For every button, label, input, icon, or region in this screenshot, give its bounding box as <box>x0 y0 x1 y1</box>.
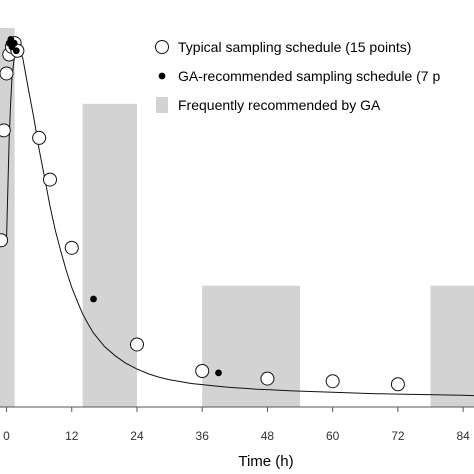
shaded-region-2 <box>82 103 137 408</box>
x-tick-label-36: 36 <box>196 429 210 443</box>
typical-point-8 <box>32 130 47 145</box>
typical-point-13 <box>260 371 275 386</box>
ga-point-7 <box>215 369 222 377</box>
typical-point-11 <box>129 337 144 352</box>
typical-point-1 <box>0 233 9 248</box>
ga-sampling-points <box>5 35 222 377</box>
x-axis-title: Time (h) <box>238 453 293 470</box>
typical-point-15 <box>390 377 405 392</box>
typical-point-2 <box>0 123 11 138</box>
ga-point-6 <box>90 295 97 303</box>
legend-label-2: GA-recommended sampling schedule (7 p <box>178 68 440 84</box>
concentration-curve <box>6 43 474 397</box>
x-tick-label-84: 84 <box>456 429 470 443</box>
legend: Typical sampling schedule (15 points) GA-… <box>155 39 440 113</box>
x-tick-label-48: 48 <box>261 429 275 443</box>
ga-point-4 <box>10 39 18 47</box>
typical-point-14 <box>325 374 340 389</box>
x-tick-label-24: 24 <box>130 429 144 443</box>
legend-filled-dot-icon <box>158 72 166 80</box>
typical-point-12 <box>195 363 210 378</box>
x-tick-label-72: 72 <box>391 429 405 443</box>
x-tick-label-0: 0 <box>3 429 10 443</box>
curve-layer <box>6 43 474 397</box>
legend-label-3: Frequently recommended by GA <box>178 97 381 113</box>
x-tick-label-12: 12 <box>65 429 79 443</box>
typical-sampling-points <box>0 36 405 392</box>
typical-point-9 <box>43 172 58 187</box>
shaded-region-4 <box>430 285 474 407</box>
ga-point-5 <box>12 47 20 55</box>
shaded-regions <box>0 28 474 408</box>
typical-point-10 <box>64 240 79 255</box>
x-tick-label-60: 60 <box>326 429 340 443</box>
x-axis: 0 12 24 36 48 60 72 84 <box>0 406 474 443</box>
legend-label-1: Typical sampling schedule (15 points) <box>178 39 411 55</box>
typical-point-3 <box>0 66 14 81</box>
legend-open-circle-icon <box>155 40 169 54</box>
legend-grey-box-icon <box>156 97 168 113</box>
